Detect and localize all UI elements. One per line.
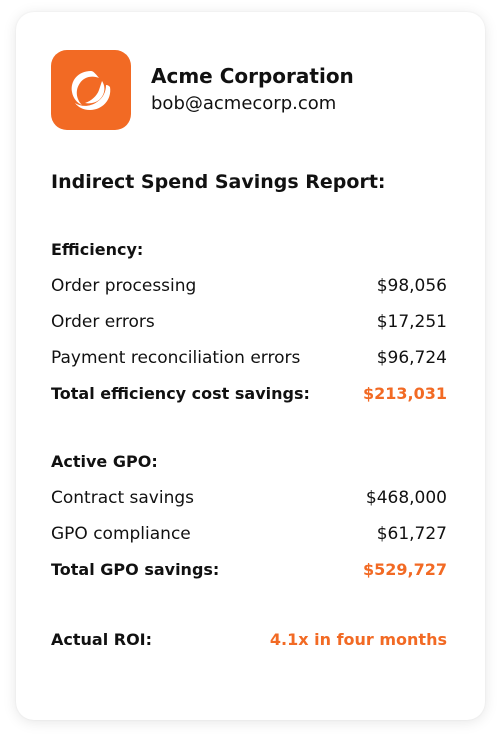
row-value: $61,727 <box>376 524 447 544</box>
gpo-title: Active GPO: <box>51 452 158 471</box>
efficiency-title: Efficiency: <box>51 240 144 259</box>
row-label: Order errors <box>51 312 155 332</box>
total-value: $213,031 <box>362 384 447 403</box>
row-value: $17,251 <box>376 312 447 332</box>
gpo-row-contract-savings: Contract savings $468,000 <box>51 480 447 516</box>
row-value: $468,000 <box>365 488 447 508</box>
roi-value: 4.1x in four months <box>269 630 447 649</box>
report-title: Indirect Spend Savings Report: <box>51 171 386 193</box>
efficiency-section: Efficiency: Order processing $98,056 Ord… <box>51 232 447 412</box>
roi-section: Actual ROI: 4.1x in four months <box>51 622 447 658</box>
acme-swirl-logo-icon <box>71 71 111 110</box>
total-label: Total GPO savings: <box>51 560 220 579</box>
row-value: $98,056 <box>376 276 447 296</box>
row-label: Order processing <box>51 276 197 296</box>
gpo-total-row: Total GPO savings: $529,727 <box>51 552 447 588</box>
efficiency-total-row: Total efficiency cost savings: $213,031 <box>51 376 447 412</box>
total-value: $529,727 <box>362 560 447 579</box>
company-name: Acme Corporation <box>151 64 354 88</box>
efficiency-row-order-processing: Order processing $98,056 <box>51 268 447 304</box>
total-label: Total efficiency cost savings: <box>51 384 310 403</box>
company-header: Acme Corporation bob@acmecorp.com <box>51 50 354 130</box>
row-label: GPO compliance <box>51 524 191 544</box>
company-logo <box>51 50 131 130</box>
company-email: bob@acmecorp.com <box>151 93 337 114</box>
roi-label: Actual ROI: <box>51 630 153 649</box>
row-value: $96,724 <box>376 348 447 368</box>
gpo-section: Active GPO: Contract savings $468,000 GP… <box>51 444 447 588</box>
roi-row: Actual ROI: 4.1x in four months <box>51 622 447 658</box>
savings-report-card: Acme Corporation bob@acmecorp.com Indire… <box>16 12 485 720</box>
row-label: Contract savings <box>51 488 195 508</box>
gpo-row-compliance: GPO compliance $61,727 <box>51 516 447 552</box>
row-label: Payment reconciliation errors <box>51 348 301 368</box>
efficiency-row-order-errors: Order errors $17,251 <box>51 304 447 340</box>
efficiency-row-payment-reconciliation: Payment reconciliation errors $96,724 <box>51 340 447 376</box>
